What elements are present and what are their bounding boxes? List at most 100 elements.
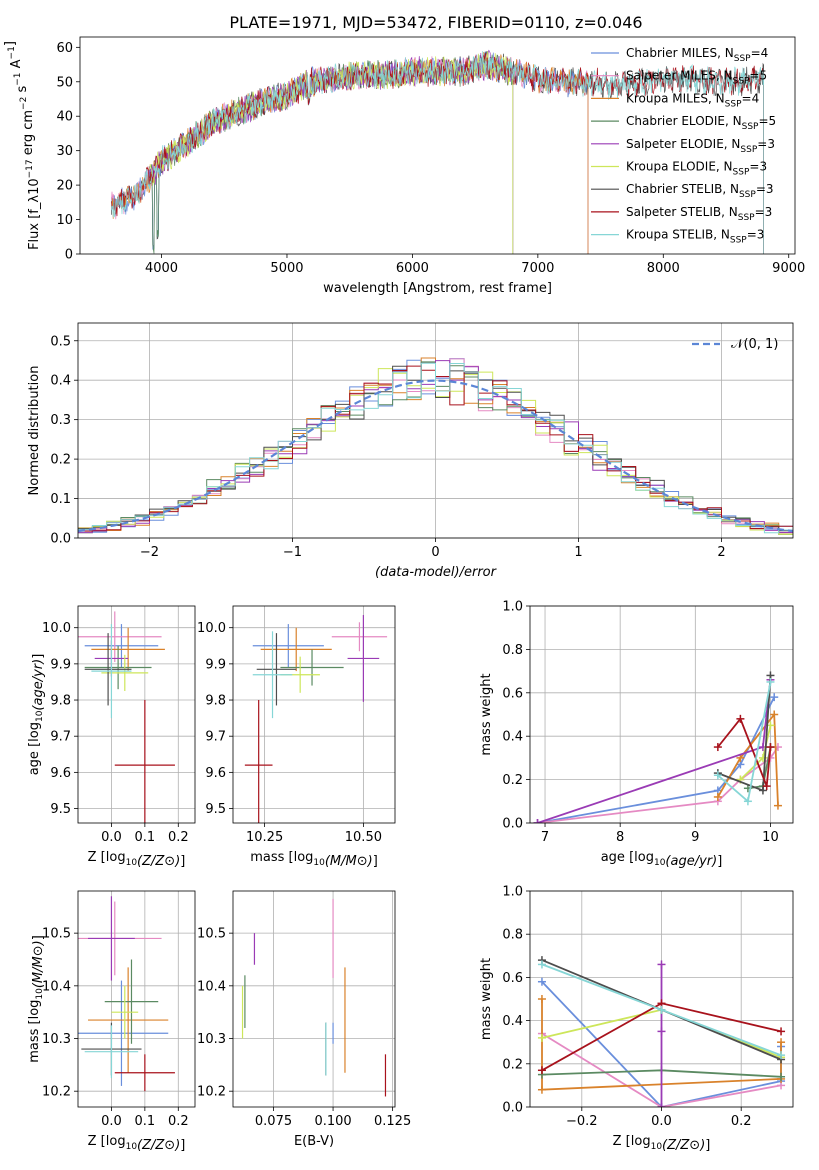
legend-entry: Kroupa MILES, NSSP=4 [626,91,759,109]
y-tick-label: 0.1 [50,492,71,507]
legend-entry: Chabrier STELIB, NSSP=3 [626,182,774,200]
spectrum-panel: 4000 5000 6000 7000 8000 9000 0 10 20 30 40 50 60 wav… [3,36,805,296]
legend-entry: Salpeter ELODIE, NSSP=3 [626,137,775,155]
weight-marker [537,995,546,1003]
x-tick-label: 1 [574,545,582,560]
plot-area [78,611,175,823]
weight-marker [743,797,752,806]
y-tick-label: 10.0 [42,621,71,636]
errorbar-point [347,615,380,702]
errorbar-point [84,1025,139,1079]
x-tick-label: −1 [283,545,302,560]
axes-frame [77,322,794,539]
weight-marker [657,960,666,969]
y-tick-label: 0.6 [502,686,523,701]
y-tick-label: 0.6 [502,971,523,986]
massweight-vs-age-panel: 7 8 9 10 0.0 0.2 0.4 0.6 0.8 1.0 age [log10(age/yr… [479,600,794,869]
y-tick-label: 9.7 [205,730,226,745]
errorbar-point [84,645,152,690]
y-tick-label: 9.5 [205,802,226,817]
x-tick-label: 0.0 [101,830,122,845]
weight-marker [533,819,542,823]
x-axis-label: wavelength [Angstrom, rest frame] [323,281,552,296]
y-tick-label: 0.0 [50,532,71,547]
age-vs-mass-panel: 10.25 10.50 9.5 9.6 9.7 9.8 9.9 10.0 mass [log10… [197,605,396,869]
x-tick-label: 8 [616,830,624,845]
weight-marker [777,1072,786,1081]
y-axis-label: mass weight [479,958,494,1040]
y-tick-label: 9.6 [205,766,226,781]
x-tick-label: 6000 [396,261,429,276]
x-tick-label: 0.0 [651,1114,672,1129]
y-tick-label: 0.5 [50,334,71,349]
spectrum-series-line [148,51,514,254]
y-tick-label: 10.0 [197,621,226,636]
errorbar-point [88,967,169,1073]
weight-marker [713,771,722,780]
x-tick-label: 8000 [647,261,680,276]
errorbar-point [252,624,324,668]
x-tick-label: 9 [691,830,699,845]
weight-marker [766,743,775,752]
x-axis-label: E(B-V) [294,1134,334,1149]
legend-entry: Chabrier ELODIE, NSSP=5 [626,114,776,132]
x-tick-label: 4000 [145,261,178,276]
errorbar-point [91,624,132,719]
x-tick-label: 7000 [521,261,554,276]
errorbar-point [111,985,139,1039]
y-tick-label: 10.4 [197,979,226,994]
x-tick-label: 10 [762,830,779,845]
x-tick-label: 0.2 [168,1114,189,1129]
plot-area [241,898,387,1097]
x-axis-label: Z [log10(Z/Z⊙)] [88,1134,186,1153]
errorbar-point [101,654,149,691]
x-tick-label: 0.2 [168,830,189,845]
legend-entry: Salpeter STELIB, NSSP=3 [626,205,772,223]
weight-marker [766,677,775,686]
y-tick-label: 10 [56,213,73,228]
x-tick-label: 0.1 [135,830,156,845]
legend-entry: Chabrier MILES, NSSP=4 [626,46,768,64]
y-tick-label: 10.3 [197,1032,226,1047]
mass-vs-ebv-panel: 0.075 0.100 0.125 10.2 10.3 10.4 10.5 E(B-V) [197,890,411,1149]
plot-area [78,357,793,535]
weight-marker [713,743,722,752]
y-tick-label: 10.4 [42,979,71,994]
axes-frame [529,890,794,1108]
y-tick-label: 10.5 [197,927,226,942]
y-tick-label: 0.8 [502,928,523,943]
y-axis-label: age [log10(age/yr)] [27,654,46,776]
weight-marker [770,693,779,702]
errorbar-point [114,700,175,823]
y-tick-label: 40 [56,110,73,125]
x-tick-label: 2 [717,545,725,560]
y-tick-label: 0.4 [502,730,523,745]
axes-frame [232,605,396,824]
y-tick-label: 1.0 [502,600,523,615]
massweight-vs-metallicity-panel: −0.2 0.0 0.2 0.0 0.2 0.4 0.6 0.8 1.0 Z [log10(Z/Z… [479,885,794,1153]
x-tick-label: 0.0 [101,1114,122,1129]
spectrum-legend: Chabrier MILES, NSSP=4 Salpeter MILES, NS… [591,46,776,246]
legend-entry: 𝒩(0, 1) [731,337,778,352]
legend-entry: Kroupa STELIB, NSSP=3 [626,228,764,246]
x-tick-label: −2 [140,545,159,560]
legend-entry: Kroupa ELODIE, NSSP=3 [626,160,767,178]
weight-marker [657,1005,666,1014]
legend-entry: Salpeter MILES, NSSP=5 [626,69,767,87]
x-tick-label: 0 [431,545,439,560]
weight-marker [777,1051,786,1060]
y-tick-label: 9.9 [50,657,71,672]
plot-area [537,956,786,1107]
y-tick-label: 0.3 [50,413,71,428]
weight-marker [537,960,546,969]
x-tick-label: 0.1 [135,1114,156,1129]
errorbar-point [331,622,388,652]
weight-marker [770,710,779,719]
weight-marker [773,801,782,810]
y-tick-label: 0 [65,248,73,263]
axes-frame [232,890,396,1108]
figure-title: PLATE=1971, MJD=53472, FIBERID=0110, z=0… [229,13,642,32]
y-tick-label: 0.2 [502,773,523,788]
x-tick-label: 10.50 [345,830,382,845]
errorbar-point [84,633,132,706]
